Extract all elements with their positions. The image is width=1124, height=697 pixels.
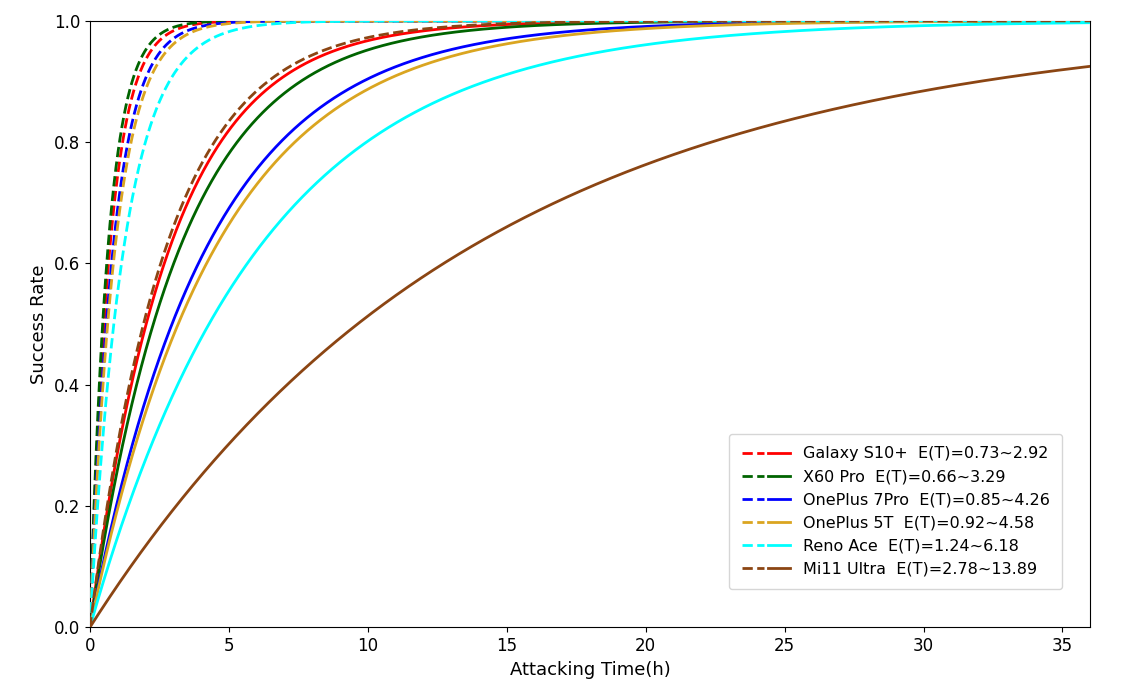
Legend: Galaxy S10+  E(T)=0.73~2.92, X60 Pro  E(T)=0.66~3.29, OnePlus 7Pro  E(T)=0.85~4.: Galaxy S10+ E(T)=0.73~2.92, X60 Pro E(T)… [729,434,1062,589]
X-axis label: Attacking Time(h): Attacking Time(h) [509,661,671,679]
Y-axis label: Success Rate: Success Rate [30,264,48,384]
